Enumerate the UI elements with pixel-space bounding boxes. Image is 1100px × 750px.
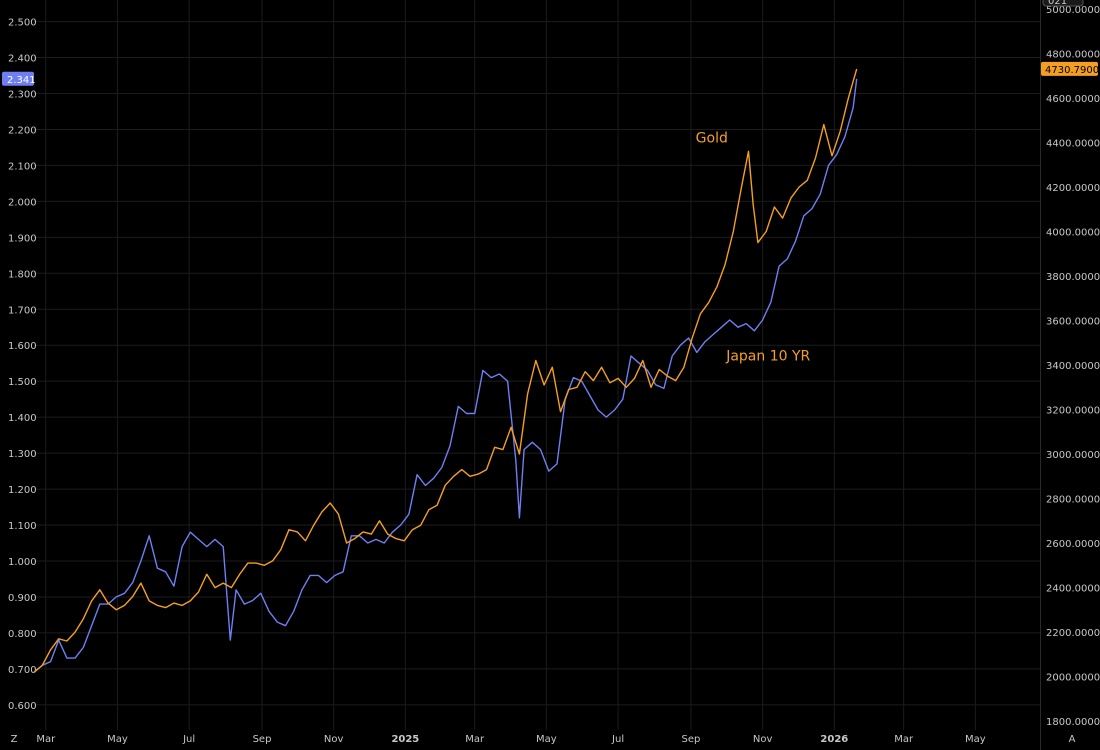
x-tick-label: Mar [894, 734, 914, 745]
left-last-value-text: 2.341 [7, 75, 36, 86]
x-tick-label: Jul [611, 734, 624, 745]
corner-right-label[interactable]: A [1069, 734, 1076, 745]
right-tick-label: 3600.0000 [1046, 316, 1100, 327]
left-tick-label: 1.300 [8, 449, 37, 460]
x-tick-label: Jul [182, 734, 195, 745]
right-tick-label: 1800.0000 [1046, 717, 1100, 728]
left-tick-label: 0.600 [8, 701, 37, 712]
left-last-value-badge [2, 71, 34, 86]
left-tick-label: 1.200 [8, 485, 37, 496]
x-tick-label: 2025 [391, 734, 419, 745]
annotations: Gold Japan 10 YR [696, 130, 811, 364]
right-last-value-text: 4730.7900 [1045, 65, 1099, 76]
series-layer [33, 68, 858, 674]
right-last-value-badge [1041, 61, 1098, 76]
left-tick-label: 2.300 [8, 89, 37, 100]
left-tick-label: 2.100 [8, 161, 37, 172]
grid [34, 0, 1040, 730]
x-tick-label: May [107, 734, 128, 745]
top-right-label: 021 [1048, 0, 1067, 7]
x-tick-label: Nov [324, 734, 344, 745]
left-tick-label: 1.400 [8, 413, 37, 424]
x-tick-label: Nov [753, 734, 773, 745]
left-tick-label: 1.000 [8, 557, 37, 568]
corner-left-label[interactable]: Z [11, 734, 18, 745]
x-tick-label: Sep [253, 734, 272, 745]
left-tick-label: 1.100 [8, 521, 37, 532]
x-tick-label: 2026 [820, 734, 848, 745]
left-axis: 0.600 0.700 0.800 0.900 1.000 1.100 1.200 1.300… [8, 18, 37, 712]
corners: 021 Z A [11, 0, 1084, 745]
right-tick-label: 4000.0000 [1046, 227, 1100, 238]
x-axis: Mar May Jul Sep Nov 2025 Mar May Jul Sep Nov 2026 Ma… [36, 734, 985, 745]
right-tick-label: 3400.0000 [1046, 361, 1100, 372]
left-tick-label: 0.700 [8, 665, 37, 676]
x-tick-label: May [536, 734, 557, 745]
left-tick-label: 2.200 [8, 125, 37, 136]
badges: 2.341 4730.7900 [2, 61, 1099, 86]
left-tick-label: 2.000 [8, 197, 37, 208]
left-tick-label: 2.400 [8, 54, 37, 65]
series-line-gold [33, 68, 858, 673]
right-tick-label: 4800.0000 [1046, 49, 1100, 60]
right-tick-label: 3000.0000 [1046, 450, 1100, 461]
left-tick-label: 1.700 [8, 305, 37, 316]
x-tick-label: Mar [36, 734, 56, 745]
left-tick-label: 2.500 [8, 18, 37, 29]
series-line-japan10yr [33, 78, 858, 674]
x-tick-label: May [965, 734, 986, 745]
right-tick-label: 2800.0000 [1046, 495, 1100, 506]
right-tick-label: 3200.0000 [1046, 406, 1100, 417]
left-tick-label: 1.900 [8, 233, 37, 244]
right-tick-label: 2000.0000 [1046, 673, 1100, 684]
top-right-box[interactable] [1042, 0, 1084, 7]
x-tick-label: Sep [682, 734, 701, 745]
left-tick-label: 0.800 [8, 629, 37, 640]
left-tick-label: 0.900 [8, 593, 37, 604]
x-tick-label: Mar [465, 734, 485, 745]
left-tick-label: 1.500 [8, 377, 37, 388]
right-axis: 1800.0000 2000.0000 2200.0000 2400.0000 2600… [1040, 0, 1100, 750]
annotation-label: Gold [696, 130, 728, 146]
right-tick-label: 2400.0000 [1046, 584, 1100, 595]
right-tick-label: 4600.0000 [1046, 94, 1100, 105]
annotation-label: Japan 10 YR [725, 349, 810, 365]
right-tick-label: 4200.0000 [1046, 183, 1100, 194]
right-tick-label: 3800.0000 [1046, 272, 1100, 283]
right-tick-label: 4400.0000 [1046, 138, 1100, 149]
left-tick-label: 1.800 [8, 269, 37, 280]
right-tick-label: 5000.0000 [1046, 5, 1100, 16]
right-tick-label: 2600.0000 [1046, 539, 1100, 550]
right-tick-label: 2200.0000 [1046, 628, 1100, 639]
left-tick-label: 1.600 [8, 341, 37, 352]
